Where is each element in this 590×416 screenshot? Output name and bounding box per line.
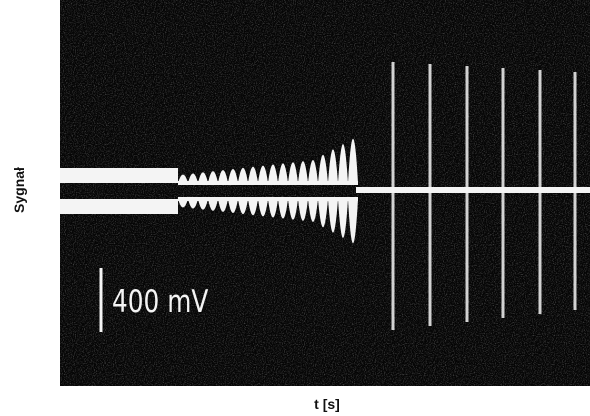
trace-spike [392,62,395,330]
trace-core [178,197,358,201]
x-axis-label: t [s] [314,396,340,412]
trace-line [356,187,590,193]
trace-spike [502,68,505,318]
y-axis-label: Sygnał [11,167,27,213]
scale-bar-label: 400 mV [112,283,208,319]
trace-spike [574,72,577,310]
trace-spike [466,66,469,322]
trace-spike [429,64,432,326]
trace-band [60,168,178,183]
oscillogram-figure: 400 mV Sygnał t [s] [0,0,590,416]
trace-core [178,181,358,185]
trace-spike [539,70,542,314]
trace-band [60,199,178,214]
